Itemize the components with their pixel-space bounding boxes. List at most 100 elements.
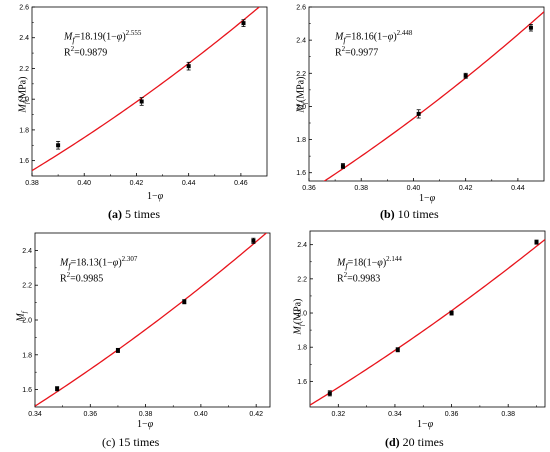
data-point [55,386,60,392]
x-tick-label: 0.38 [139,411,153,418]
data-point [340,163,345,169]
x-axis-title-d: 1−φ [417,419,434,430]
y-tick-label: 1.8 [297,345,307,352]
x-tick-label: 0.38 [354,185,368,192]
y-tick-label: 2.2 [297,276,307,283]
y-tick-label: 1.6 [297,379,307,386]
data-point [327,390,332,397]
x-tick-label: 0.36 [445,411,459,418]
point-marker [463,73,468,78]
data-point [182,299,187,305]
data-point [395,347,400,353]
y-axis-title-a: Mf(MPa) [17,76,31,113]
point-marker [56,143,61,148]
caption-b: (b) 10 times [380,207,439,221]
r-squared-a: R2=0.9879 [64,45,108,59]
x-tick-label: 0.44 [511,185,525,192]
y-tick-label: 2.2 [22,283,32,290]
x-tick-label: 0.42 [130,180,144,187]
y-tick-label: 1.6 [296,170,306,177]
fit-equation-b: Mf=18.16(1−φ)2.448 [335,29,413,45]
fit-equation-c: Mf=18.13(1−φ)2.307 [60,255,138,271]
x-tick-label: 0.44 [182,180,196,187]
y-tick-label: 1.6 [19,158,29,165]
y-tick-label: 1.8 [296,137,306,144]
data-point [241,19,246,27]
y-tick-label: 1.6 [22,387,32,394]
point-marker [251,238,256,243]
caption-d: (d) 20 times [385,435,444,449]
point-marker [449,311,454,316]
chart-b: 0.36 0.38 0.40 0.42 0.44 1.6 1.8 2.0 2.2 2.4 2.6 [296,5,545,192]
y-tick-label: 2.0 [297,311,307,318]
point-marker [528,25,533,30]
data-point [139,97,144,106]
data-point [115,347,120,353]
y-tick-label: 2.6 [296,5,306,12]
panel-d: 0.32 0.34 0.36 0.38 1.6 1.8 2.0 2.2 2.4 Mf(MPa) … [275,226,550,452]
y-tick-label: 2.0 [22,318,32,325]
point-marker [186,64,191,69]
y-tick-label: 2.4 [296,38,306,45]
point-marker [416,111,421,116]
y-tick-label: 1.8 [22,352,32,359]
x-tick-label: 0.38 [501,411,515,418]
data-point [416,109,421,119]
y-tick-label: 2.0 [296,104,306,111]
x-tick-label: 0.46 [234,180,248,187]
data-point [528,23,533,32]
plot-frame [31,6,268,177]
caption-c: (c) 15 times [102,435,160,449]
plot-frame [308,6,545,182]
fit-equation-a: Mf=18.19(1−φ)2.555 [64,29,142,45]
data-point [56,141,61,150]
x-tick-label: 0.32 [332,411,346,418]
point-marker [182,299,187,304]
x-tick-label: 0.34 [388,411,402,418]
y-axis-title-b: Mf(MPa) [295,76,309,113]
chart-d: 0.32 0.34 0.36 0.38 1.6 1.8 2.0 2.2 2.4 [297,230,546,418]
data-point [251,237,256,244]
point-marker [327,391,332,396]
y-tick-label: 2.6 [19,5,29,12]
panel-a: 0.38 0.40 0.42 0.44 0.46 1.6 1.8 2.0 2.2 2.4 2.6 M… [0,0,275,226]
fit-curve [32,7,261,172]
y-tick-label: 2.2 [296,71,306,78]
y-tick-label: 2.4 [22,248,32,255]
data-point [449,310,454,316]
point-marker [55,386,60,391]
chart-a: 0.38 0.40 0.42 0.44 0.46 1.6 1.8 2.0 2.2 2.4 2.6 [19,5,268,187]
fit-equation-d: Mf=18(1−φ)2.144 [337,255,402,271]
x-tick-label: 0.42 [249,411,263,418]
x-tick-label: 0.36 [83,411,97,418]
x-tick-label: 0.40 [407,185,421,192]
y-tick-label: 2.2 [19,66,29,73]
r-squared-b: R2=0.9977 [335,45,379,59]
x-axis-title-c: 1−φ [137,419,154,430]
x-axis-title-a: 1−φ [147,191,164,202]
y-tick-label: 2.4 [297,242,307,249]
point-marker [534,240,539,245]
y-tick-label: 1.8 [19,127,29,134]
fit-curve [35,233,268,407]
panel-c: 0.34 0.36 0.38 0.40 0.42 1.6 1.8 2.0 2.2 2.4 Mf 1… [0,226,275,452]
point-marker [139,99,144,104]
y-tick-label: 2.0 [19,97,29,104]
y-axis-title-d: Mf(MPa) [292,298,306,335]
point-marker [115,348,120,353]
y-axis-title-c: Mf [15,311,29,322]
panel-b: 0.36 0.38 0.40 0.42 0.44 1.6 1.8 2.0 2.2 2.4 2.6 M… [275,0,550,226]
point-marker [241,21,246,26]
x-tick-label: 0.40 [77,180,91,187]
data-point [534,239,539,245]
fit-curve [323,11,544,181]
fit-curve [310,238,545,406]
plot-frame [309,230,546,408]
point-marker [340,164,345,169]
x-tick-label: 0.34 [28,411,42,418]
point-marker [395,347,400,352]
x-tick-label: 0.36 [302,185,316,192]
data-point [463,72,468,79]
r-squared-d: R2=0.9983 [337,271,381,285]
x-axis-title-b: 1−φ [419,193,436,204]
